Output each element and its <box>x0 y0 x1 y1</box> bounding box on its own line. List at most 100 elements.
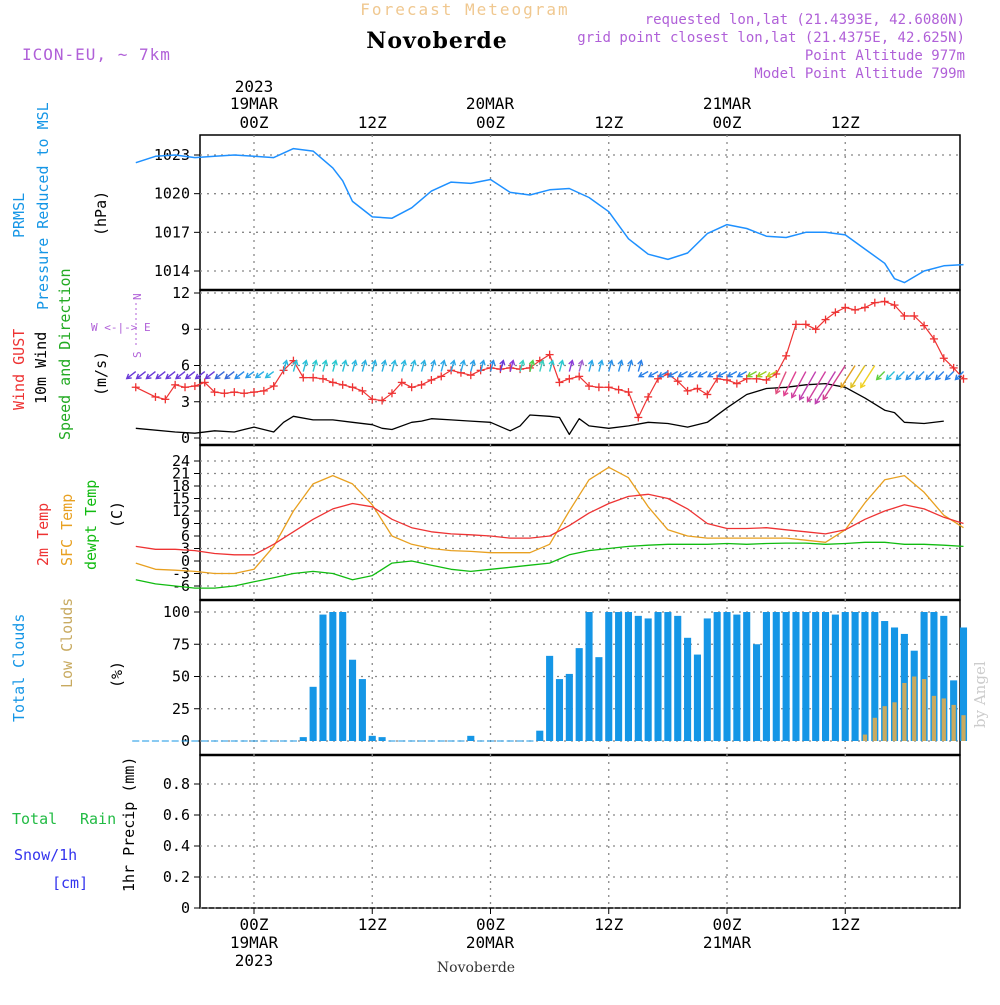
gust-marker <box>131 383 140 392</box>
total-cloud-bar <box>378 737 386 741</box>
dewpoint-line <box>135 541 964 589</box>
total-cloud-bar <box>930 612 938 741</box>
label-sfc-temp: SFC Temp <box>58 494 76 566</box>
ytick-label-temperature: -3 <box>172 565 190 583</box>
gust-marker <box>723 376 731 384</box>
top-hour-label: 12Z <box>358 113 387 132</box>
total-cloud-bar <box>713 612 721 741</box>
gust-marker <box>348 383 357 392</box>
low-cloud-bar <box>912 676 917 741</box>
total-cloud-bar <box>654 612 662 741</box>
wind-direction-arrow <box>254 370 265 379</box>
wind-direction-arrow <box>479 359 486 372</box>
wind-direction-arrow <box>822 365 846 401</box>
ytick-label-precip: 0 <box>181 899 190 917</box>
wind-direction-arrow <box>587 359 595 372</box>
gust-marker <box>910 311 919 320</box>
wind-direction-arrow <box>165 370 176 380</box>
wind-direction-arrow <box>292 359 299 372</box>
ytick-label-temperature: 6 <box>181 527 190 545</box>
gust-marker <box>269 382 278 391</box>
bottom-hour-label: 12Z <box>594 915 623 934</box>
gust-marker <box>920 321 929 330</box>
total-cloud-bar <box>861 612 869 741</box>
gust-marker <box>230 388 239 397</box>
gust-marker <box>782 351 791 360</box>
total-cloud-bar <box>575 648 583 741</box>
label-hpa: (hPa) <box>92 191 110 236</box>
wind-direction-arrow <box>814 371 836 405</box>
label-10m-wind: 10m Wind <box>32 332 50 404</box>
gust-marker <box>328 378 337 387</box>
wind-direction-arrow <box>184 370 196 380</box>
gust-marker <box>190 382 199 391</box>
ytick-label-temperature: 24 <box>172 452 190 470</box>
gust-marker <box>309 373 318 382</box>
low-cloud-bar <box>892 702 897 741</box>
wind-direction-arrow <box>954 371 964 381</box>
wind-direction-arrow <box>774 371 787 395</box>
gust-marker <box>821 315 830 324</box>
wind-direction-arrow <box>736 370 748 378</box>
ytick-label-clouds: 25 <box>172 700 190 718</box>
compass-we: W <-|-> E <box>91 321 151 334</box>
wind-direction-arrow <box>677 370 688 378</box>
top-year: 2023 <box>235 77 274 96</box>
grid-coords: grid point closest lon,lat (21.4375E, 42… <box>577 30 965 46</box>
total-cloud-bar <box>831 614 839 741</box>
wind-direction-arrow <box>234 370 245 380</box>
top-day-1: 19MAR <box>230 94 279 113</box>
top-hour-label: 00Z <box>713 113 742 132</box>
wind-direction-arrow <box>518 359 526 372</box>
total-cloud-bar <box>703 618 711 741</box>
label-pressure: Pressure Reduced to MSL <box>34 102 52 310</box>
wind-direction-arrow <box>331 359 338 372</box>
wind-direction-arrow <box>637 370 649 378</box>
wind-direction-arrow <box>657 370 669 378</box>
label-rain: Rain <box>80 810 116 828</box>
gust-marker <box>762 376 771 384</box>
pressure-line <box>135 147 964 284</box>
wind-direction-arrow <box>860 365 876 389</box>
gust-marker <box>437 372 446 381</box>
label-percent: (%) <box>108 661 126 688</box>
wind-direction-arrow <box>667 370 679 378</box>
gust-marker <box>299 373 308 382</box>
top-day-3: 21MAR <box>703 94 752 113</box>
requested-coords: requested lon,lat (21.4393E, 42.6080N) <box>645 12 965 28</box>
total-cloud-bar <box>812 612 820 741</box>
label-speed-dir: Speed and Direction <box>56 268 74 440</box>
wind-direction-arrow <box>125 370 137 380</box>
gust-marker <box>220 389 229 398</box>
wind-direction-arrow <box>489 359 496 372</box>
wind-direction-arrow <box>509 359 516 372</box>
total-cloud-bar <box>674 615 682 741</box>
gust-marker <box>791 320 800 329</box>
gust-marker <box>752 374 761 383</box>
wind-direction-arrow <box>716 370 728 378</box>
wind-direction-arrow <box>607 359 614 372</box>
gust-marker <box>575 372 584 381</box>
ytick-label-clouds: 50 <box>172 668 190 686</box>
wind-direction-arrow <box>351 359 358 372</box>
total-cloud-bar <box>782 612 790 741</box>
gust-marker <box>880 297 889 306</box>
gust-marker <box>555 378 564 387</box>
gust-marker <box>870 298 879 307</box>
wind-direction-arrow <box>934 371 945 381</box>
low-cloud-bar <box>921 679 927 741</box>
total-cloud-bar <box>585 612 593 741</box>
wind-direction-arrow <box>400 359 407 372</box>
ytick-label-pressure: 1014 <box>154 262 190 280</box>
location-title: Novoberde <box>366 28 508 54</box>
gust-marker <box>732 379 741 388</box>
label-low-clouds: Low Clouds <box>58 598 76 688</box>
ytick-label-clouds: 100 <box>163 603 190 621</box>
gust-marker <box>259 386 268 395</box>
wind-direction-arrow <box>469 359 476 372</box>
wind-direction-arrow <box>194 370 206 380</box>
total-cloud-bar <box>615 612 623 741</box>
low-cloud-bar <box>931 695 937 741</box>
total-cloud-bar <box>920 612 928 741</box>
gust-marker <box>466 371 475 380</box>
